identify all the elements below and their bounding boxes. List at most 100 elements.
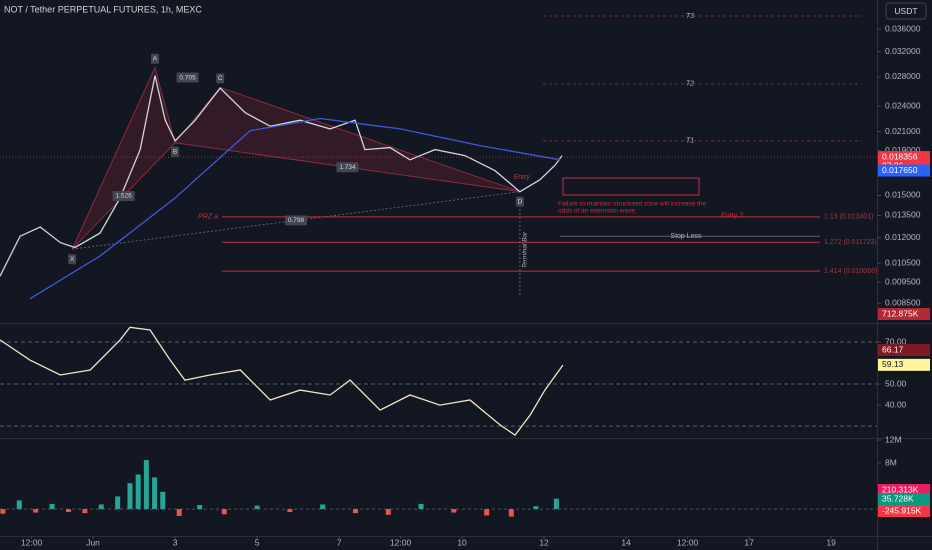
delta-bar [320, 504, 326, 510]
fib-label: 1.13 (0.013401) [824, 214, 873, 221]
y-tick-label: 8M [885, 457, 897, 467]
ratio-box [112, 190, 135, 201]
ratio-box [285, 215, 308, 226]
delta-bar [152, 477, 158, 510]
entry2-label: Entry 2 [721, 213, 743, 220]
y-tick-label: 70.00 [885, 336, 907, 346]
delta-bar [197, 505, 203, 510]
point-label: A [153, 55, 158, 62]
price-tag [878, 358, 930, 371]
target-label: T3 [686, 13, 694, 20]
fib-label: 1.272 (0.011723) [824, 239, 877, 246]
ratio-label: 0.705 [179, 74, 196, 81]
y-tick-label: 0.012000 [885, 232, 921, 242]
y-tick-label: 0.021000 [885, 126, 921, 136]
price-tag-label: 0.017650 [882, 165, 918, 175]
point-box [171, 146, 180, 157]
delta-bar [0, 509, 6, 514]
price-tag-label: -245.915K [882, 505, 922, 515]
y-tick-label: 0.010500 [885, 257, 921, 267]
y-tick-label: 12M [885, 434, 902, 444]
x-tick-label: 12:00 [677, 537, 699, 547]
delta-bar [160, 491, 166, 510]
ratio-label: 1.734 [339, 164, 356, 171]
delta-bar [143, 460, 149, 510]
x-tick-label: 10 [457, 537, 467, 547]
price-tag [878, 493, 930, 505]
y-tick-label: 50.00 [885, 378, 907, 388]
delta-bar [49, 503, 55, 510]
y-tick-label: 0.013500 [885, 210, 921, 220]
point-label: D [518, 198, 523, 205]
note-text: odds of an extension wave. [558, 208, 637, 215]
x-tick-label: 3 [173, 537, 178, 547]
delta-bar [418, 503, 424, 510]
y-tick-label: 40.00 [885, 399, 907, 409]
y-tick-label: 0.015000 [885, 190, 921, 200]
price-tag-label: 59.13 [882, 359, 904, 369]
y-tick-label: 0.028000 [885, 71, 921, 81]
stop-loss-label: Stop Loss [670, 233, 702, 240]
delta-bar [508, 509, 514, 517]
zone-box [562, 177, 700, 196]
rsi-line [0, 326, 564, 436]
currency-button[interactable] [885, 2, 927, 20]
price-tag-label: 210.313K [882, 484, 919, 494]
y-tick-label: 0.032000 [885, 46, 921, 56]
y-tick-label: 0.009500 [885, 276, 921, 286]
target-label: T2 [686, 81, 694, 88]
x-tick-label: 19 [826, 537, 836, 547]
x-tick-label: 5 [255, 537, 260, 547]
delta-bar [33, 509, 39, 513]
point-box [68, 254, 77, 265]
price-line [29, 117, 561, 300]
delta-bar [385, 509, 391, 515]
point-label: B [173, 148, 177, 155]
point-box [216, 73, 225, 84]
price-tag-label: 35.728K [882, 493, 914, 503]
price-line [0, 75, 563, 277]
delta-bar [16, 500, 22, 510]
x-tick-label: 12 [539, 537, 549, 547]
y-tick-label: 0.008500 [885, 297, 921, 307]
price-tag-label: 0.018356 [882, 151, 918, 161]
fib-label: 1.414 (0.010066) [824, 268, 877, 275]
currency-label[interactable]: USDT [894, 6, 917, 16]
price-tag-label: 66.17 [882, 344, 904, 354]
x-tick-label: 12:00 [390, 537, 412, 547]
delta-bar [221, 509, 227, 515]
y-tick-label: 0.024000 [885, 100, 921, 110]
note-text: Failure to maintain structured zone will… [558, 201, 707, 208]
delta-bar [127, 483, 133, 510]
price-tag [878, 164, 930, 177]
delta-bar [176, 509, 182, 516]
delta-bar [533, 506, 539, 510]
point-box [515, 196, 524, 207]
delta-bar [451, 509, 457, 513]
entry-label: Entry [514, 174, 531, 181]
delta-bar [65, 509, 71, 512]
x-tick-label: 14 [621, 537, 631, 547]
x-tick-label: 17 [744, 537, 754, 547]
delta-bar [135, 474, 141, 510]
x-tick-label: Jun [86, 537, 100, 547]
point-label: X [70, 256, 75, 263]
ratio-label: 0.798 [288, 217, 305, 224]
chart-title: NOT / Tether PERPETUAL FUTURES, 1h, MEXC [4, 4, 202, 14]
point-box [150, 53, 159, 64]
x-tick-label: 12:00 [21, 537, 43, 547]
delta-bar [82, 509, 88, 514]
y-tick-label: 0.036000 [885, 24, 921, 34]
price-tag [878, 505, 930, 517]
delta-bar [254, 505, 260, 510]
terminal-label: Terminal Bar [522, 231, 529, 268]
y-tick-label: 0.019000 [885, 145, 921, 155]
price-tag-label: 712.875K [882, 308, 919, 318]
price-tag [878, 344, 930, 357]
ratio-label: 1.526 [115, 193, 132, 200]
delta-bar [553, 498, 559, 510]
target-label: T1 [686, 138, 694, 145]
price-tag [878, 308, 930, 320]
